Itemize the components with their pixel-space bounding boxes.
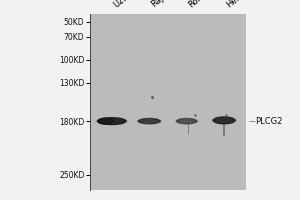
- Ellipse shape: [213, 117, 235, 124]
- Ellipse shape: [176, 120, 198, 122]
- Ellipse shape: [138, 118, 160, 124]
- Ellipse shape: [96, 120, 127, 123]
- Ellipse shape: [137, 120, 161, 122]
- Text: PLCG2: PLCG2: [255, 117, 282, 126]
- Text: —: —: [249, 118, 256, 124]
- Ellipse shape: [212, 119, 236, 122]
- Ellipse shape: [98, 118, 126, 125]
- Ellipse shape: [177, 118, 197, 124]
- Ellipse shape: [98, 118, 113, 124]
